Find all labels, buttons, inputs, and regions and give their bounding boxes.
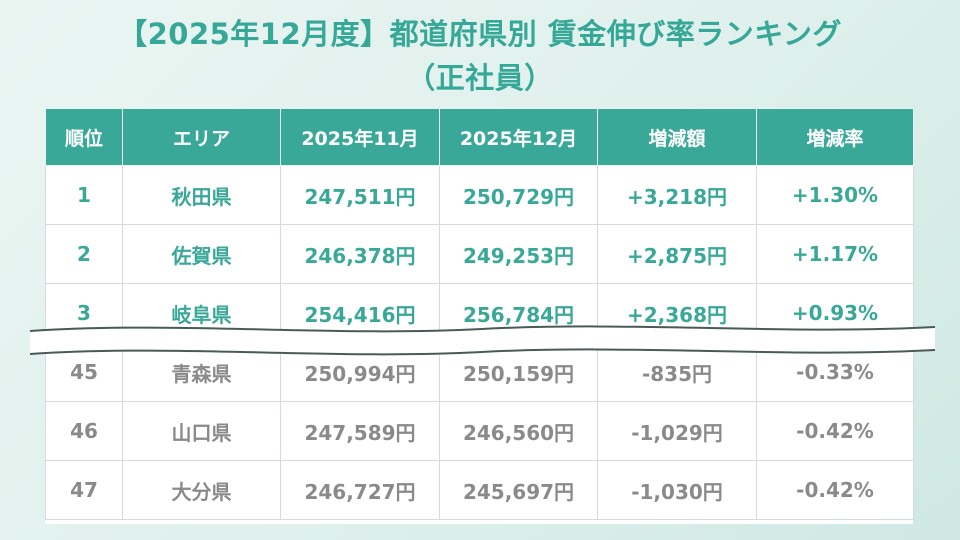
change-amount-cell: -835円 [597,342,757,402]
header-area: エリア [122,108,281,166]
nov-cell: 254,416円 [280,283,440,343]
rank-cell: 45 [45,342,123,402]
ranking-table: 順位 エリア 2025年11月 2025年12月 増減額 増減率 1 秋田県 2… [45,108,914,520]
change-rate-cell: +1.17% [756,224,914,284]
header-change-amount: 増減額 [597,108,757,166]
page-title: 【2025年12月度】都道府県別 賃金伸び率ランキング [118,17,842,51]
nov-cell: 247,511円 [280,165,440,225]
dec-cell: 250,729円 [439,165,598,225]
table-row: 3 岐阜県 254,416円 256,784円 +2,368円 +0.93% [45,283,914,343]
rank-cell: 3 [45,283,123,343]
table-row: 47 大分県 246,727円 245,697円 -1,030円 -0.42% [45,460,914,520]
change-amount-cell: +3,218円 [597,165,757,225]
table-row: 45 青森県 250,994円 250,159円 -835円 -0.33% [45,342,914,402]
page-subtitle: （正社員） [406,61,554,95]
dec-cell: 249,253円 [439,224,598,284]
table-header-row: 順位 エリア 2025年11月 2025年12月 増減額 増減率 [45,108,914,166]
nov-cell: 246,727円 [280,460,440,520]
header-nov: 2025年11月 [280,108,440,166]
nov-cell: 246,378円 [280,224,440,284]
change-amount-cell: -1,030円 [597,460,757,520]
header-dec: 2025年12月 [439,108,598,166]
dec-cell: 256,784円 [439,283,598,343]
change-rate-cell: +1.30% [756,165,914,225]
change-rate-cell: -0.33% [756,342,914,402]
header-change-rate: 増減率 [756,108,914,166]
change-amount-cell: -1,029円 [597,401,757,461]
change-rate-cell: -0.42% [756,401,914,461]
table-row: 46 山口県 247,589円 246,560円 -1,029円 -0.42% [45,401,914,461]
ranking-table-container: 順位 エリア 2025年11月 2025年12月 増減額 増減率 1 秋田県 2… [45,108,914,524]
area-cell: 大分県 [122,460,281,520]
header-rank: 順位 [45,108,123,166]
table-row: 2 佐賀県 246,378円 249,253円 +2,875円 +1.17% [45,224,914,284]
rank-cell: 47 [45,460,123,520]
dec-cell: 246,560円 [439,401,598,461]
rank-cell: 1 [45,165,123,225]
table-row: 1 秋田県 247,511円 250,729円 +3,218円 +1.30% [45,165,914,225]
area-cell: 秋田県 [122,165,281,225]
area-cell: 山口県 [122,401,281,461]
rank-cell: 46 [45,401,123,461]
nov-cell: 247,589円 [280,401,440,461]
change-rate-cell: +0.93% [756,283,914,343]
dec-cell: 250,159円 [439,342,598,402]
change-amount-cell: +2,875円 [597,224,757,284]
change-rate-cell: -0.42% [756,460,914,520]
rank-cell: 2 [45,224,123,284]
area-cell: 佐賀県 [122,224,281,284]
area-cell: 岐阜県 [122,283,281,343]
area-cell: 青森県 [122,342,281,402]
nov-cell: 250,994円 [280,342,440,402]
dec-cell: 245,697円 [439,460,598,520]
change-amount-cell: +2,368円 [597,283,757,343]
